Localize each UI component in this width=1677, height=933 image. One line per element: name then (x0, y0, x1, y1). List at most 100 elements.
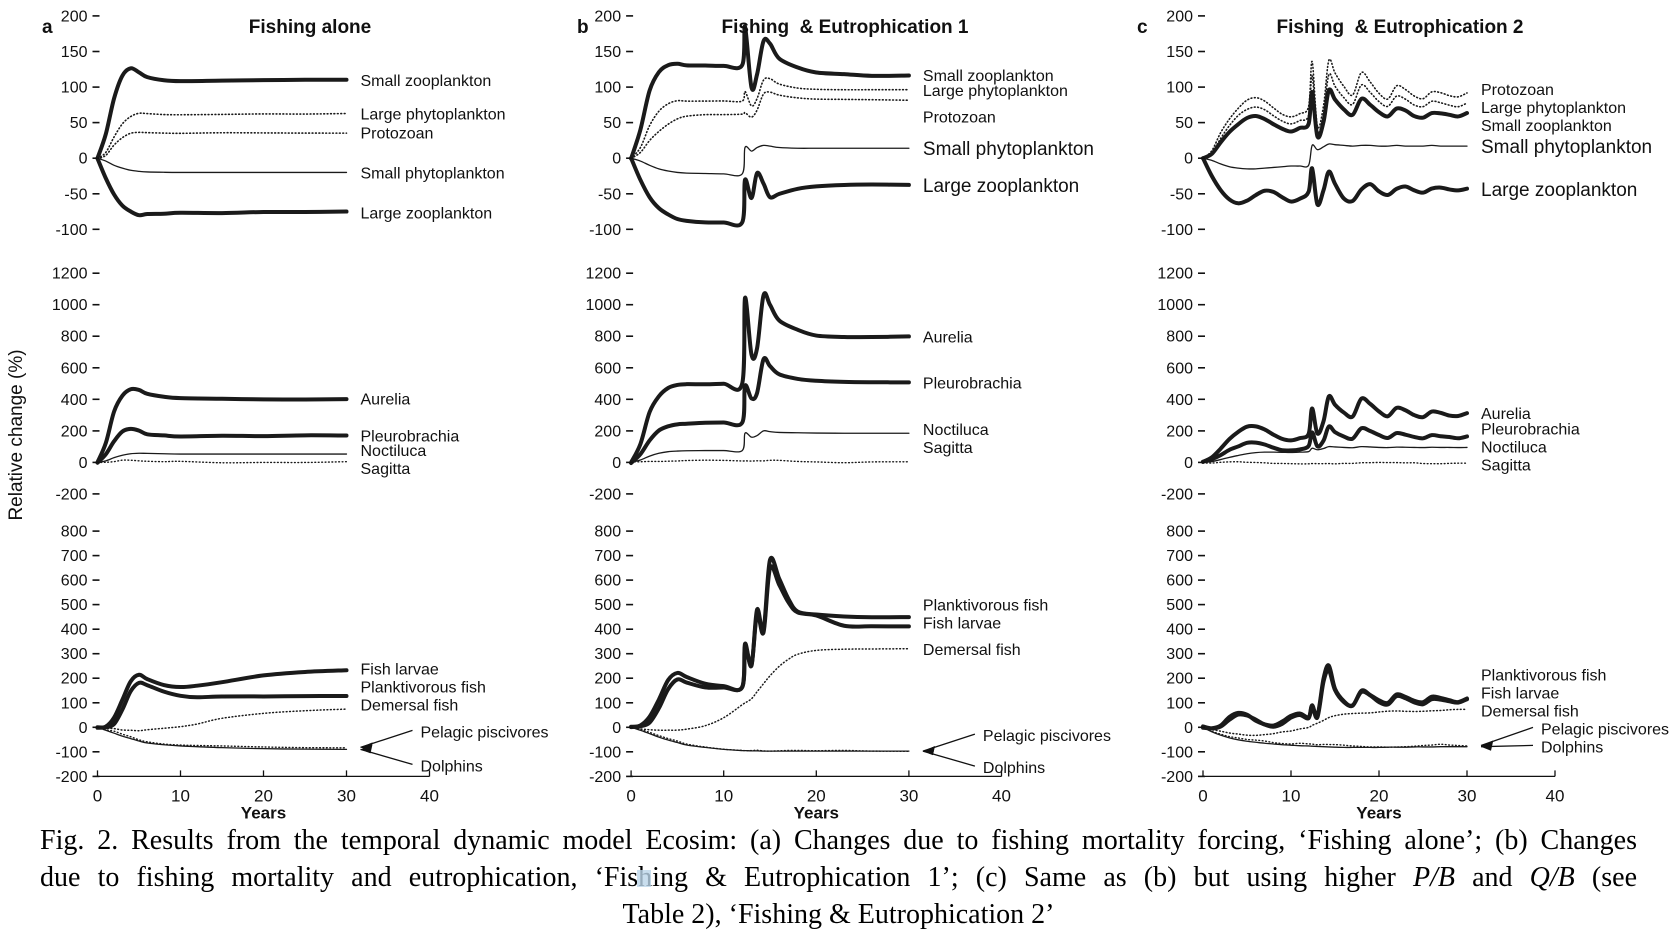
svg-text:600: 600 (61, 573, 88, 590)
svg-text:Years: Years (241, 803, 286, 820)
svg-text:Fish larvae: Fish larvae (923, 615, 1001, 632)
svg-text:Noctiluca: Noctiluca (1481, 439, 1547, 456)
svg-text:10: 10 (1282, 786, 1301, 805)
svg-text:30: 30 (337, 786, 356, 805)
svg-text:Planktivorous fish: Planktivorous fish (361, 679, 486, 696)
svg-text:50: 50 (603, 115, 621, 132)
svg-text:-50: -50 (64, 186, 87, 203)
svg-text:700: 700 (1166, 548, 1193, 565)
svg-text:600: 600 (594, 360, 621, 377)
svg-text:0: 0 (93, 786, 102, 805)
svg-text:400: 400 (1166, 622, 1193, 639)
svg-text:300: 300 (1166, 646, 1193, 663)
svg-text:10: 10 (714, 786, 733, 805)
svg-text:Dolphins: Dolphins (1541, 739, 1603, 756)
svg-text:400: 400 (594, 622, 621, 639)
svg-text:1200: 1200 (1157, 266, 1193, 283)
svg-text:200: 200 (1166, 8, 1193, 25)
svg-text:600: 600 (1166, 573, 1193, 590)
svg-text:Fish larvae: Fish larvae (361, 661, 439, 678)
svg-text:a: a (42, 17, 53, 38)
svg-text:100: 100 (1166, 80, 1193, 97)
svg-text:Protozoan: Protozoan (1481, 82, 1554, 99)
svg-text:-100: -100 (1161, 222, 1193, 239)
svg-text:200: 200 (61, 671, 88, 688)
svg-text:100: 100 (61, 80, 88, 97)
svg-text:0: 0 (1184, 720, 1193, 737)
svg-text:Small phytoplankton: Small phytoplankton (1481, 137, 1652, 158)
svg-text:700: 700 (61, 548, 88, 565)
svg-text:200: 200 (61, 8, 88, 25)
svg-text:-50: -50 (1170, 186, 1193, 203)
svg-text:Years: Years (794, 803, 839, 820)
svg-text:150: 150 (1166, 44, 1193, 61)
svg-text:200: 200 (1166, 423, 1193, 440)
svg-text:c: c (1137, 17, 1148, 38)
svg-text:0: 0 (1198, 786, 1207, 805)
svg-text:1000: 1000 (586, 297, 622, 314)
svg-text:40: 40 (992, 786, 1011, 805)
svg-text:0: 0 (612, 720, 621, 737)
svg-text:Dolphins: Dolphins (421, 758, 483, 775)
svg-text:Dolphins: Dolphins (983, 760, 1045, 777)
svg-text:-100: -100 (55, 744, 87, 761)
svg-text:-200: -200 (589, 486, 621, 503)
svg-text:Small zooplankton: Small zooplankton (1481, 118, 1612, 135)
svg-text:Planktivorous fish: Planktivorous fish (923, 597, 1048, 614)
svg-text:Fishing alone: Fishing alone (249, 17, 371, 38)
svg-text:-100: -100 (589, 222, 621, 239)
svg-text:50: 50 (70, 115, 88, 132)
svg-text:1200: 1200 (52, 266, 88, 283)
svg-text:Relative change (%): Relative change (%) (6, 349, 27, 520)
svg-text:300: 300 (594, 646, 621, 663)
svg-text:200: 200 (1166, 671, 1193, 688)
svg-text:800: 800 (1166, 524, 1193, 541)
svg-text:600: 600 (61, 360, 88, 377)
svg-text:1000: 1000 (1157, 297, 1193, 314)
svg-text:Sagitta: Sagitta (361, 461, 411, 478)
svg-text:0: 0 (79, 455, 88, 472)
svg-text:b: b (577, 17, 589, 38)
svg-text:1000: 1000 (52, 297, 88, 314)
svg-text:-100: -100 (589, 744, 621, 761)
svg-text:Pleurobrachia: Pleurobrachia (1481, 421, 1580, 438)
svg-text:1200: 1200 (586, 266, 622, 283)
svg-text:0: 0 (1184, 151, 1193, 168)
svg-text:Small phytoplankton: Small phytoplankton (361, 165, 505, 182)
svg-text:200: 200 (594, 8, 621, 25)
svg-text:Sagitta: Sagitta (1481, 457, 1531, 474)
svg-text:30: 30 (1458, 786, 1477, 805)
svg-text:0: 0 (1184, 455, 1193, 472)
svg-text:Large zooplankton: Large zooplankton (361, 205, 493, 222)
svg-text:150: 150 (594, 44, 621, 61)
svg-text:-200: -200 (55, 769, 87, 786)
svg-text:0: 0 (79, 720, 88, 737)
svg-text:200: 200 (594, 423, 621, 440)
svg-text:800: 800 (594, 524, 621, 541)
svg-text:Protozoan: Protozoan (361, 126, 434, 143)
svg-text:Noctiluca: Noctiluca (361, 443, 427, 460)
svg-text:Fishing & Eutrophication 2: Fishing & Eutrophication 2 (1277, 17, 1524, 38)
svg-text:500: 500 (594, 597, 621, 614)
svg-text:600: 600 (594, 573, 621, 590)
svg-text:Small phytoplankton: Small phytoplankton (923, 139, 1094, 160)
svg-text:Large phytoplankton: Large phytoplankton (923, 83, 1068, 100)
svg-text:800: 800 (1166, 329, 1193, 346)
svg-text:Sagitta: Sagitta (923, 440, 973, 457)
svg-text:500: 500 (61, 597, 88, 614)
svg-text:200: 200 (61, 423, 88, 440)
svg-text:Fishing & Eutrophication 1: Fishing & Eutrophication 1 (722, 17, 969, 38)
svg-text:400: 400 (594, 392, 621, 409)
svg-text:0: 0 (79, 151, 88, 168)
svg-text:Pelagic piscivores: Pelagic piscivores (1541, 721, 1669, 738)
svg-text:Large zooplankton: Large zooplankton (1481, 180, 1637, 201)
svg-text:-200: -200 (55, 486, 87, 503)
svg-text:Demersal fish: Demersal fish (923, 642, 1021, 659)
svg-text:Fish larvae: Fish larvae (1481, 685, 1559, 702)
svg-text:-100: -100 (1161, 744, 1193, 761)
svg-text:400: 400 (1166, 392, 1193, 409)
svg-text:0: 0 (612, 151, 621, 168)
svg-text:50: 50 (1175, 115, 1193, 132)
svg-text:100: 100 (594, 695, 621, 712)
svg-text:-200: -200 (589, 769, 621, 786)
